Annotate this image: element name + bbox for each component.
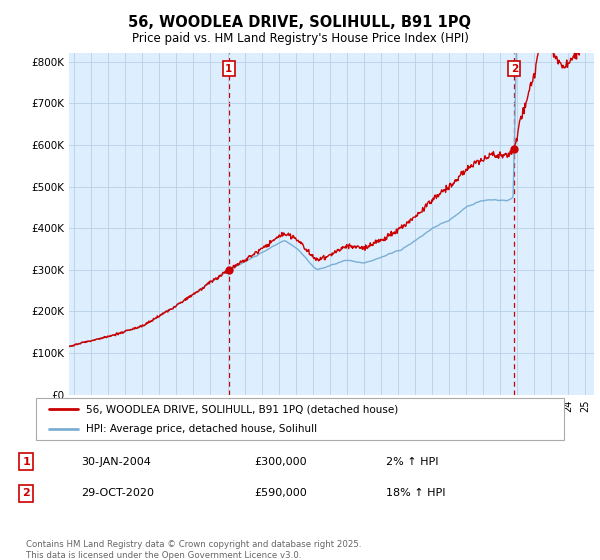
Text: 2: 2 — [511, 64, 518, 73]
Text: 1: 1 — [23, 456, 30, 466]
Text: HPI: Average price, detached house, Solihull: HPI: Average price, detached house, Soli… — [86, 424, 317, 434]
Text: 2% ↑ HPI: 2% ↑ HPI — [386, 456, 439, 466]
Text: 56, WOODLEA DRIVE, SOLIHULL, B91 1PQ: 56, WOODLEA DRIVE, SOLIHULL, B91 1PQ — [128, 15, 472, 30]
Text: 56, WOODLEA DRIVE, SOLIHULL, B91 1PQ (detached house): 56, WOODLEA DRIVE, SOLIHULL, B91 1PQ (de… — [86, 404, 398, 414]
Text: 1: 1 — [225, 64, 233, 73]
Text: 2: 2 — [23, 488, 30, 498]
Text: £590,000: £590,000 — [254, 488, 307, 498]
FancyBboxPatch shape — [36, 398, 564, 440]
Text: 18% ↑ HPI: 18% ↑ HPI — [386, 488, 446, 498]
Text: 30-JAN-2004: 30-JAN-2004 — [81, 456, 151, 466]
Text: Contains HM Land Registry data © Crown copyright and database right 2025.
This d: Contains HM Land Registry data © Crown c… — [26, 540, 362, 559]
Text: Price paid vs. HM Land Registry's House Price Index (HPI): Price paid vs. HM Land Registry's House … — [131, 31, 469, 45]
Text: £300,000: £300,000 — [254, 456, 307, 466]
Text: 29-OCT-2020: 29-OCT-2020 — [81, 488, 154, 498]
